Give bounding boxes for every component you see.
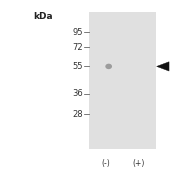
Text: (+): (+) [133, 159, 145, 168]
Bar [88, 11, 156, 149]
Polygon shape [157, 62, 169, 71]
Ellipse shape [105, 64, 112, 69]
Text: 28: 28 [73, 110, 83, 119]
Text: (-): (-) [101, 159, 110, 168]
Text: 36: 36 [72, 89, 83, 98]
Text: 95: 95 [73, 28, 83, 37]
Text: 55: 55 [73, 62, 83, 71]
Text: 72: 72 [73, 43, 83, 52]
Text: kDa: kDa [33, 11, 53, 21]
